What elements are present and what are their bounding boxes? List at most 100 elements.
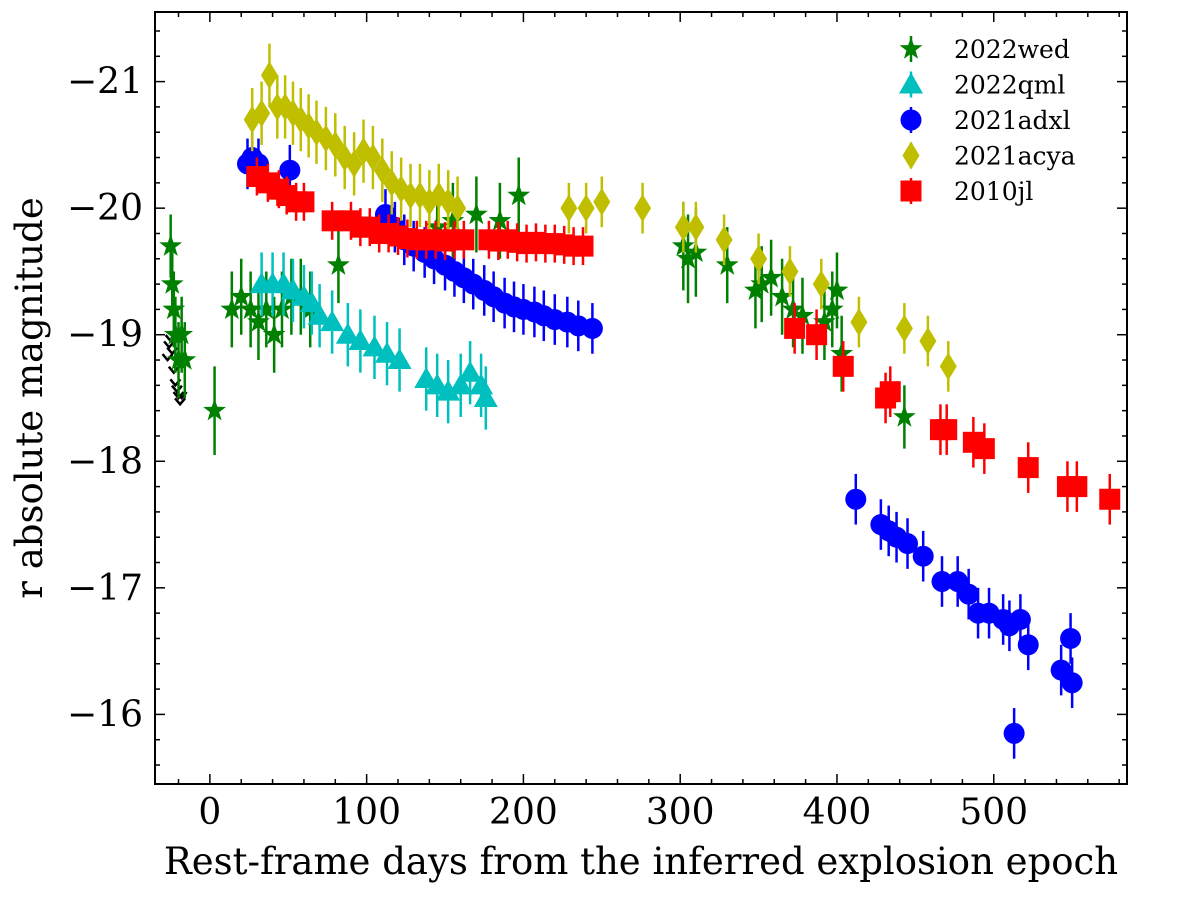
data-point-2022qml <box>362 335 387 357</box>
data-point-2010jl <box>1099 488 1121 510</box>
data-point-2022wed <box>825 278 849 301</box>
data-point-2021acya <box>577 194 595 223</box>
data-point-2010jl <box>806 324 828 346</box>
legend-label: 2021acya <box>954 142 1076 171</box>
legend-marker-2010jl <box>900 180 922 202</box>
data-point-2010jl <box>572 235 594 257</box>
data-point-2022qml <box>473 386 498 407</box>
series-2022qml <box>249 252 498 430</box>
data-point-2010jl <box>879 381 901 403</box>
data-point-2022qml <box>458 360 483 382</box>
data-point-2010jl <box>784 317 806 339</box>
data-point-2021adxl <box>1060 627 1082 649</box>
data-point-2021acya <box>402 181 420 210</box>
data-point-2022wed <box>262 322 286 345</box>
data-point-2022wed <box>247 310 270 332</box>
data-point-2021acya <box>593 187 611 216</box>
y-tick-label: −18 <box>67 441 143 482</box>
legend-label: 2021adxl <box>954 106 1071 135</box>
data-point-2022qml <box>307 303 332 325</box>
data-point-2021acya <box>781 257 799 286</box>
data-point-2022wed <box>327 253 350 275</box>
data-point-2021adxl <box>931 571 953 593</box>
data-point-2021adxl <box>958 583 980 605</box>
data-point-2010jl <box>936 419 958 441</box>
data-point-2022wed <box>744 278 767 301</box>
data-point-2021adxl <box>1003 722 1025 744</box>
legend-marker-2021adxl <box>900 109 922 131</box>
data-point-2022wed <box>781 297 805 320</box>
plot-marks <box>159 43 1121 759</box>
data-point-2022wed <box>759 265 783 288</box>
data-point-2021acya <box>292 105 310 134</box>
data-point-2021adxl <box>912 545 934 567</box>
data-point-2022qml <box>348 329 373 351</box>
data-point-2010jl <box>832 355 854 377</box>
y-tick-label: −19 <box>67 315 143 356</box>
data-point-2010jl <box>453 229 475 251</box>
data-point-2021acya <box>750 244 768 273</box>
data-point-2021adxl <box>845 488 867 510</box>
axis-ticks <box>155 12 1127 784</box>
data-point-2021adxl <box>581 317 603 339</box>
data-point-2022wed <box>159 234 183 256</box>
legend-label: 2022qml <box>954 71 1065 100</box>
plot-frame <box>154 11 1128 785</box>
data-point-2021acya <box>373 156 391 185</box>
data-point-2022wed <box>239 297 263 320</box>
data-point-2022wed <box>170 322 194 345</box>
data-point-2021acya <box>812 270 830 299</box>
data-point-2022wed <box>488 208 512 231</box>
data-point-2021acya <box>364 143 382 172</box>
x-tick-label: 500 <box>959 792 1028 833</box>
data-point-2021acya <box>260 61 278 90</box>
data-point-2022wed <box>160 272 184 294</box>
upper-limit-arrow <box>163 340 176 350</box>
y-tick-label: −16 <box>67 694 143 735</box>
legend-marker-2021acya <box>902 141 920 170</box>
data-point-2022wed <box>441 208 465 231</box>
x-axis-label: Rest-frame days from the inferred explos… <box>164 840 1118 883</box>
data-point-2021acya <box>850 308 868 337</box>
data-point-2022wed <box>892 404 916 427</box>
data-point-2022wed <box>750 272 774 294</box>
data-point-2022wed <box>770 284 794 307</box>
x-tick-label: 300 <box>646 792 715 833</box>
data-point-2022wed <box>830 341 854 364</box>
legend-label: 2022wed <box>954 35 1070 64</box>
x-tick-label: 0 <box>198 792 221 833</box>
data-point-2022wed <box>715 253 739 275</box>
legend-marker-2022qml <box>899 72 923 94</box>
x-tick-label: 400 <box>803 792 872 833</box>
data-point-2022wed <box>820 297 844 320</box>
data-point-2010jl <box>321 210 343 232</box>
data-point-2021acya <box>715 225 733 254</box>
upper-limit-arrow <box>174 397 187 407</box>
legend-entry-2010jl: 2010jl <box>900 177 1033 206</box>
legend-entry-2022wed: 2022wed <box>899 35 1070 64</box>
data-point-2021adxl <box>897 533 919 555</box>
data-point-2022wed <box>676 246 700 269</box>
data-point-2021acya <box>939 352 957 381</box>
axis-tick-labels: 0 100 200 300 400 500 −21 −20 −19 −18 −17 −16 <box>67 62 1028 833</box>
data-point-2022wed <box>813 310 836 332</box>
data-point-2022wed <box>173 348 197 370</box>
y-axis-label: r absolute magnitude <box>8 197 51 598</box>
data-point-2021acya <box>560 194 578 223</box>
data-point-2022qml <box>436 379 461 401</box>
y-tick-label: −20 <box>67 188 143 229</box>
data-point-2021acya <box>449 194 467 223</box>
data-point-2022wed <box>254 297 278 320</box>
data-point-2010jl <box>1066 476 1088 498</box>
series-2021acya <box>243 43 957 392</box>
data-point-2022qml <box>448 373 473 395</box>
data-point-2022qml <box>299 291 324 313</box>
data-point-2021adxl <box>279 159 301 181</box>
upper-limit-arrow <box>170 384 183 394</box>
data-point-2022qml <box>335 322 360 344</box>
data-point-2022wed <box>791 303 814 326</box>
data-point-2021acya <box>243 105 261 134</box>
data-point-2010jl <box>973 438 995 460</box>
data-point-2022wed <box>270 297 294 320</box>
data-point-2021acya <box>326 130 344 159</box>
